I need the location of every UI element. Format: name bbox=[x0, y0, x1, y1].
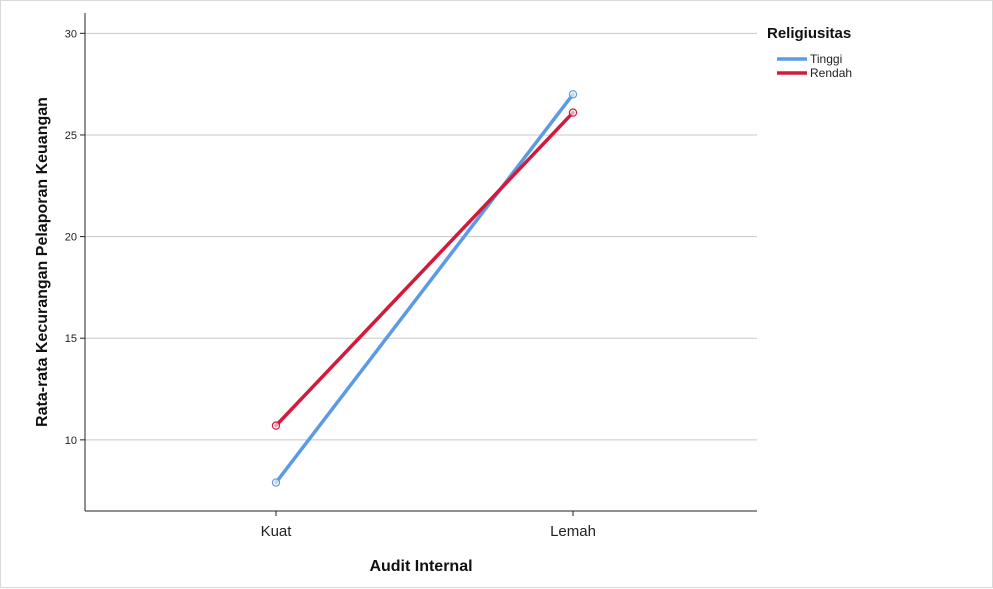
series-lines bbox=[271, 90, 578, 487]
point-tinggi-lemah bbox=[568, 90, 578, 99]
y-tick-label-30: 30 bbox=[65, 28, 77, 40]
y-tick-label-15: 15 bbox=[65, 333, 77, 345]
y-tick-label-10: 10 bbox=[65, 435, 77, 447]
series-line-rendah bbox=[274, 110, 575, 428]
axes bbox=[84, 13, 757, 512]
point-rendah-lemah bbox=[568, 108, 578, 117]
y-tick-label-20: 20 bbox=[65, 232, 77, 244]
x-tick-label-kuat: Kuat bbox=[261, 523, 293, 540]
gridlines bbox=[85, 32, 757, 441]
legend-label-tinggi: Tinggi bbox=[810, 52, 842, 66]
x-axis-title: Audit Internal bbox=[369, 558, 472, 575]
point-tinggi-kuat bbox=[271, 478, 281, 487]
series-line-tinggi bbox=[274, 92, 575, 485]
x-tick-label-lemah: Lemah bbox=[550, 523, 596, 540]
legend-title: Religiusitas bbox=[767, 25, 851, 42]
y-tick-labels: 10 15 20 25 30 bbox=[65, 28, 85, 447]
y-tick-label-25: 25 bbox=[65, 130, 77, 142]
x-tick-labels: Kuat Lemah bbox=[261, 511, 596, 540]
legend-label-rendah: Rendah bbox=[810, 66, 852, 80]
point-rendah-kuat bbox=[271, 421, 281, 430]
y-axis-title: Rata-rata Kecurangan Pelaporan Keuangan bbox=[34, 97, 51, 427]
